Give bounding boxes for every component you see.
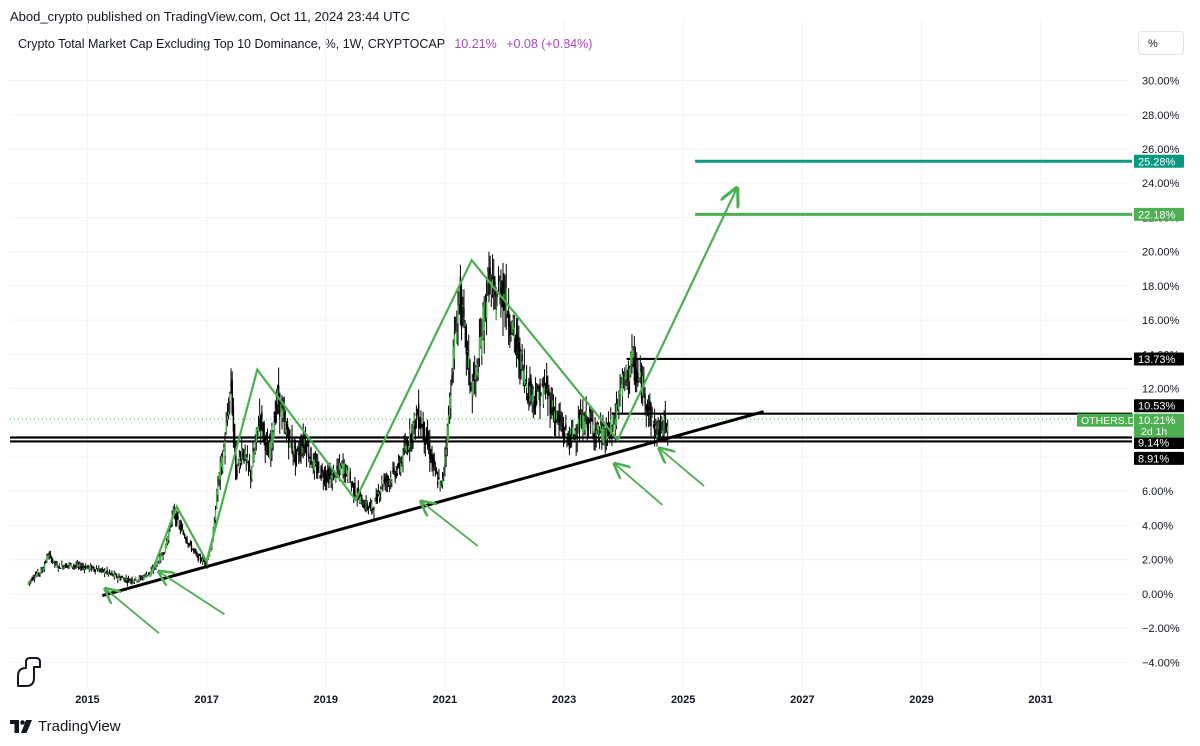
y-tick-label: −4.00%: [1142, 657, 1180, 669]
price-level-tag-bg: [1134, 451, 1184, 465]
y-tick-label: 30.00%: [1142, 76, 1180, 88]
x-tick-label: 2015: [75, 694, 99, 706]
y-tick-label: 26.00%: [1142, 144, 1180, 156]
y-tick-label: 18.00%: [1142, 281, 1180, 293]
y-tick-label: 28.00%: [1142, 110, 1180, 122]
brand-name: TradingView: [38, 718, 121, 735]
price-level-tag: 13.73%: [1138, 354, 1176, 366]
x-tick-label: 2031: [1028, 694, 1052, 706]
support-arrow[interactable]: [615, 464, 663, 506]
y-tick-label: 2.00%: [1142, 555, 1173, 567]
support-arrow[interactable]: [421, 501, 479, 547]
y-tick-label: 24.00%: [1142, 178, 1180, 190]
support-arrow[interactable]: [159, 572, 225, 616]
tradingview-logo-icon: [10, 720, 32, 733]
current-value-tag-bg: [1134, 413, 1184, 438]
x-tick-label: 2027: [790, 694, 814, 706]
x-tick-label: 2021: [433, 694, 457, 706]
y-tick-label: 0.00%: [1142, 589, 1173, 601]
value-change: +0.08 (+0.84%): [506, 37, 593, 51]
price-level-tag-bg: [1134, 207, 1184, 221]
price-level-tag-bg: [1134, 435, 1184, 449]
y-tick-label: 4.00%: [1142, 520, 1173, 532]
x-tick-label: 2029: [909, 694, 933, 706]
symbol-tag: OTHERS.D: [1081, 415, 1136, 427]
y-tick-label: −2.00%: [1142, 623, 1180, 635]
last-value: 10.21%: [454, 37, 497, 51]
dino-replay-icon[interactable]: [17, 657, 41, 687]
price-level-tag-bg: [1134, 154, 1184, 168]
support-arrow[interactable]: [659, 448, 705, 487]
price-level-tag: 25.28%: [1138, 156, 1176, 168]
x-tick-label: 2023: [552, 694, 576, 706]
price-level-tag: 22.18%: [1138, 209, 1176, 221]
x-tick-label: 2017: [194, 694, 218, 706]
brand-footer: TradingView: [10, 718, 121, 735]
current-value-tag: 10.21%: [1138, 415, 1176, 427]
price-level-tag-bg: [1134, 399, 1184, 413]
y-tick-label: 20.00%: [1142, 247, 1180, 259]
price-level-tag-bg: [1134, 352, 1184, 366]
support-arrow[interactable]: [105, 589, 160, 634]
publisher-header: Abod_crypto published on TradingView.com…: [10, 9, 410, 24]
symbol-legend: Crypto Total Market Cap Excluding Top 10…: [18, 37, 592, 51]
zigzag-projection-path[interactable]: [148, 188, 737, 578]
y-tick-label: 16.00%: [1142, 315, 1180, 327]
y-tick-label: 12.00%: [1142, 384, 1180, 396]
percent-scale-button[interactable]: %: [1138, 31, 1184, 55]
x-tick-label: 2025: [671, 694, 695, 706]
price-level-tag: 10.53%: [1138, 401, 1176, 413]
y-tick-label: 6.00%: [1142, 486, 1173, 498]
countdown-tag: 2d 1h: [1141, 426, 1167, 438]
x-tick-label: 2019: [314, 694, 338, 706]
symbol-title[interactable]: Crypto Total Market Cap Excluding Top 10…: [18, 37, 445, 51]
price-level-tag: 9.14%: [1138, 437, 1169, 449]
price-level-tag: 8.91%: [1138, 453, 1169, 465]
symbol-tag-bg: [1077, 413, 1133, 427]
